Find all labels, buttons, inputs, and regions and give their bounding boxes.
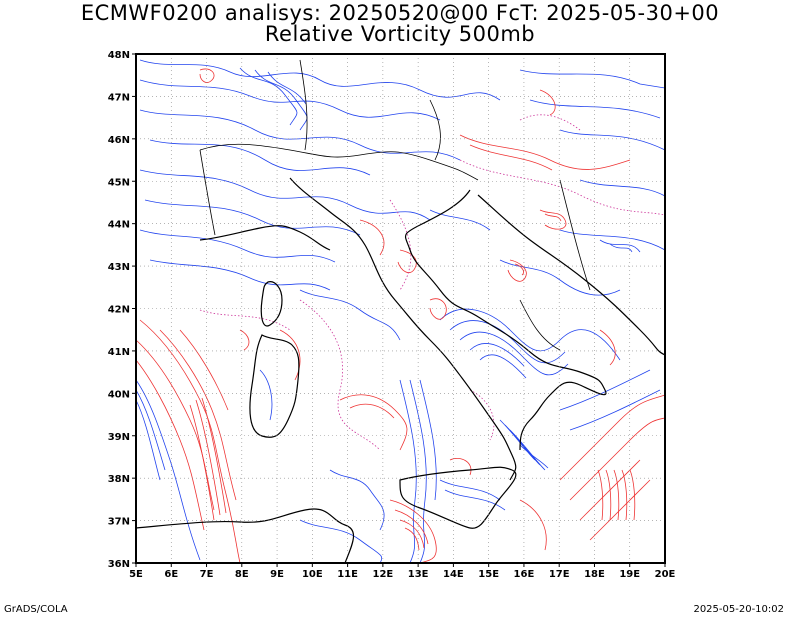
lon-tick-label: 19E xyxy=(619,569,640,580)
footer-credit: GrADS/COLA xyxy=(4,604,68,615)
lat-tick-label: 43N xyxy=(108,262,130,273)
lon-tick-label: 13E xyxy=(408,569,429,580)
lon-tick-label: 9E xyxy=(270,569,284,580)
zero-vorticity-contours xyxy=(199,114,665,451)
lon-tick-label: 8E xyxy=(235,569,249,580)
lon-tick-label: 20E xyxy=(655,569,676,580)
contour-field xyxy=(136,59,665,563)
coastlines xyxy=(136,177,665,563)
lon-tick-label: 12E xyxy=(372,569,393,580)
lon-tick-label: 14E xyxy=(443,569,464,580)
lon-tick-label: 10E xyxy=(302,569,323,580)
longitude-axis: 5E 6E 7E 8E 9E 10E 11E 12E 13E 14E 15E 16E 17E 18E 19E… xyxy=(129,563,676,580)
lat-tick-label: 41N xyxy=(108,347,130,358)
lon-tick-label: 7E xyxy=(200,569,214,580)
map-title: ECMWF0200 analisys: 20250520@00 FcT: 202… xyxy=(80,1,720,25)
country-borders xyxy=(199,59,591,351)
positive-vorticity-contours xyxy=(136,68,665,563)
lat-tick-label: 39N xyxy=(108,432,130,443)
negative-vorticity-contours xyxy=(136,59,665,563)
lon-tick-label: 18E xyxy=(584,569,605,580)
lat-tick-label: 46N xyxy=(108,135,130,146)
lat-tick-label: 47N xyxy=(108,92,130,103)
lat-tick-label: 37N xyxy=(108,517,130,528)
lat-tick-label: 44N xyxy=(108,220,130,231)
lat-tick-label: 42N xyxy=(108,305,130,316)
map-grid xyxy=(136,54,665,563)
lon-tick-label: 5E xyxy=(129,569,143,580)
lat-tick-label: 38N xyxy=(108,474,130,485)
footer-timestamp: 2025-05-20-10:02 xyxy=(693,604,784,615)
lat-tick-label: 45N xyxy=(108,177,130,188)
lon-tick-label: 16E xyxy=(514,569,535,580)
lon-tick-label: 11E xyxy=(337,569,358,580)
lon-tick-label: 6E xyxy=(164,569,178,580)
latitude-axis: 36N 37N 38N 39N 40N 41N 42N 43N 44N 45N 46N 47N 48N xyxy=(108,50,136,570)
lat-tick-label: 36N xyxy=(108,559,130,570)
lon-tick-label: 15E xyxy=(478,569,499,580)
lat-tick-label: 48N xyxy=(108,50,130,61)
lon-tick-label: 17E xyxy=(549,569,570,580)
map-subtitle: Relative Vorticity 500mb xyxy=(264,22,536,46)
lat-tick-label: 40N xyxy=(108,389,130,400)
